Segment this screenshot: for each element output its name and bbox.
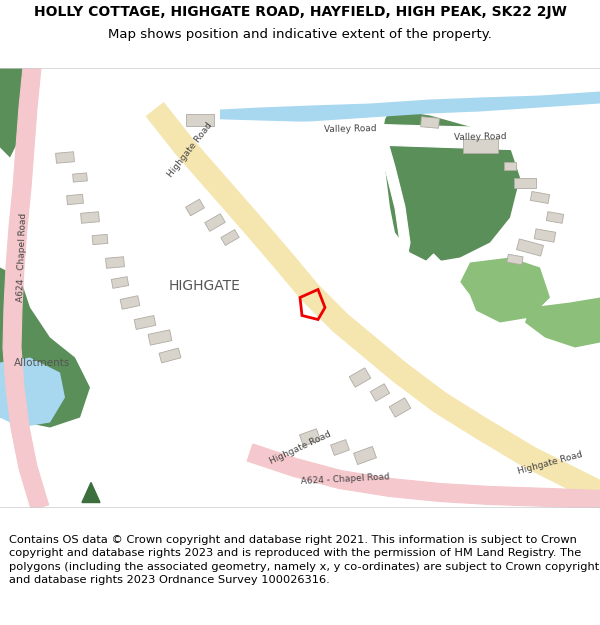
Text: HOLLY COTTAGE, HIGHGATE ROAD, HAYFIELD, HIGH PEAK, SK22 2JW: HOLLY COTTAGE, HIGHGATE ROAD, HAYFIELD, … [34, 5, 566, 19]
Bar [547, 212, 563, 223]
Bar [504, 161, 516, 169]
Text: Valley Road: Valley Road [454, 132, 506, 142]
Polygon shape [525, 298, 600, 348]
Polygon shape [119, 116, 600, 144]
Bar [56, 152, 74, 163]
Bar [514, 177, 536, 187]
Bar [112, 277, 128, 288]
Text: Valley Road: Valley Road [323, 124, 376, 134]
Polygon shape [247, 444, 600, 509]
Bar [120, 296, 140, 309]
Bar [67, 194, 83, 204]
Text: A624 - Chapel Road: A624 - Chapel Road [16, 213, 28, 302]
Bar [389, 398, 411, 418]
Bar [185, 199, 205, 216]
Bar [73, 173, 88, 182]
Bar [186, 114, 214, 126]
Text: Contains OS data © Crown copyright and database right 2021. This information is : Contains OS data © Crown copyright and d… [9, 535, 599, 585]
Bar [92, 234, 108, 244]
Bar [530, 191, 550, 204]
Bar [517, 239, 544, 256]
Polygon shape [427, 254, 480, 348]
Polygon shape [375, 131, 410, 290]
Text: Highgate Road: Highgate Road [268, 429, 332, 466]
Bar [463, 139, 497, 152]
Bar [353, 446, 376, 464]
Polygon shape [0, 357, 65, 428]
Polygon shape [300, 129, 600, 152]
Polygon shape [146, 102, 600, 502]
Polygon shape [382, 109, 520, 262]
Bar [534, 229, 556, 242]
Bar [349, 368, 371, 388]
Text: Map shows position and indicative extent of the property.: Map shows position and indicative extent… [108, 28, 492, 41]
Text: A624 - Chapel Road: A624 - Chapel Road [300, 472, 390, 486]
Text: Highgate Road: Highgate Road [517, 449, 583, 476]
Bar [106, 257, 124, 268]
Polygon shape [220, 91, 600, 126]
Polygon shape [0, 268, 90, 428]
Bar [159, 348, 181, 363]
Bar [331, 439, 349, 456]
Polygon shape [460, 258, 550, 322]
Bar [148, 330, 172, 345]
Bar [421, 117, 439, 128]
Bar [134, 316, 156, 329]
Bar [80, 212, 100, 223]
Polygon shape [3, 67, 49, 510]
Polygon shape [149, 104, 306, 282]
Bar [221, 229, 239, 246]
Bar [507, 254, 523, 265]
Text: HIGHGATE: HIGHGATE [169, 279, 241, 292]
Polygon shape [82, 482, 100, 502]
Bar [205, 214, 225, 231]
Polygon shape [0, 68, 30, 158]
Text: Highgate Road: Highgate Road [166, 121, 214, 179]
Text: Allotments: Allotments [14, 357, 70, 367]
Bar [299, 429, 320, 446]
Bar [370, 384, 389, 401]
